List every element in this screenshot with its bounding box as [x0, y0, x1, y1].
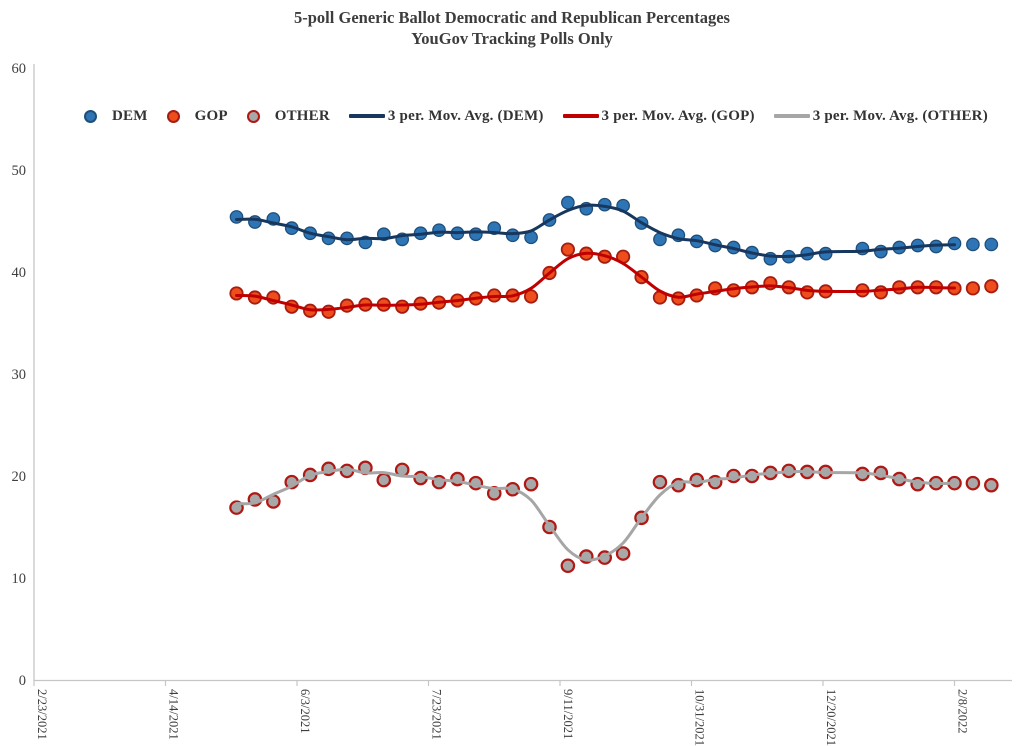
chart-legend: DEM GOP OTHER 3 per. Mov. Avg. (DEM) 3 per. … [84, 103, 988, 129]
legend-dem-marker-icon [84, 109, 97, 123]
y-tick-label: 40 [12, 265, 27, 281]
legend-gop-marker-icon [166, 109, 180, 123]
y-tick-label: 0 [19, 673, 26, 689]
legend-label-gop: GOP [194, 107, 228, 124]
legend-item-other: OTHER [246, 107, 330, 125]
data-point-other [560, 558, 576, 574]
legend-item-ma-gop: 3 per. Mov. Avg. (GOP) [562, 107, 755, 125]
x-tick-label: 7/23/2021 [430, 689, 444, 740]
legend-label-ma-gop: 3 per. Mov. Avg. (GOP) [601, 107, 755, 124]
y-tick-label: 60 [12, 61, 27, 77]
y-tick-label: 20 [12, 469, 27, 485]
legend-label-other: OTHER [274, 107, 330, 124]
data-point-other [910, 476, 925, 492]
legend-other-marker-icon [246, 109, 260, 123]
data-point-gop [560, 242, 575, 257]
x-tick-label: 10/31/2021 [693, 689, 707, 746]
chart-title: 5-poll Generic Ballot Democratic and Rep… [0, 7, 1024, 49]
legend-label-dem: DEM [112, 107, 148, 124]
data-point-gop [523, 289, 539, 304]
data-point-other [376, 472, 392, 488]
data-point-gop [965, 281, 981, 296]
data-point-gop [229, 286, 244, 301]
y-tick-label: 10 [12, 571, 27, 587]
data-point-dem [561, 195, 575, 210]
legend-item-ma-other: 3 per. Mov. Avg. (OTHER) [773, 107, 988, 125]
data-point-other [984, 477, 999, 493]
y-tick-label: 30 [12, 367, 27, 383]
series-points-other [229, 460, 999, 574]
data-point-other [615, 546, 631, 561]
data-point-dem [874, 244, 888, 259]
data-point-gop [873, 285, 888, 300]
trendline-gop [235, 251, 956, 312]
data-point-dem [229, 210, 244, 224]
legend-item-dem: DEM [84, 108, 148, 125]
data-point-dem [505, 228, 520, 243]
data-point-gop [395, 299, 410, 314]
data-point-dem [984, 237, 999, 252]
x-tick-label: 6/3/2021 [298, 689, 312, 733]
legend-item-gop: GOP [166, 107, 228, 125]
data-point-other [523, 476, 539, 492]
legend-ma-dem-line-icon [348, 114, 385, 118]
x-tick-label: 2/23/2021 [35, 689, 49, 740]
data-point-dem [432, 223, 446, 238]
chart-title-line2: YouGov Tracking Polls Only [411, 29, 613, 48]
data-point-other [965, 475, 981, 491]
x-tick-label: 2/8/2022 [956, 689, 970, 733]
data-point-dem [468, 227, 483, 242]
trendline-dem [235, 203, 956, 259]
legend-label-ma-other: 3 per. Mov. Avg. (OTHER) [812, 107, 988, 124]
x-tick-label: 4/14/2021 [167, 689, 181, 740]
y-tick-label: 50 [12, 163, 27, 179]
data-point-gop [800, 285, 815, 300]
legend-label-ma-dem: 3 per. Mov. Avg. (DEM) [387, 107, 544, 124]
x-tick-label: 12/20/2021 [824, 689, 838, 746]
data-point-gop [321, 304, 336, 319]
chart-title-line1: 5-poll Generic Ballot Democratic and Rep… [294, 8, 730, 27]
legend-ma-other-line-icon [773, 114, 810, 118]
data-point-dem [966, 237, 980, 252]
x-tick-label: 9/11/2021 [561, 689, 575, 739]
legend-item-ma-dem: 3 per. Mov. Avg. (DEM) [348, 107, 544, 125]
legend-ma-gop-line-icon [562, 114, 599, 118]
data-point-other [652, 474, 668, 490]
data-point-other [689, 472, 705, 488]
data-point-gop [984, 279, 999, 294]
trendline-other [235, 467, 956, 562]
